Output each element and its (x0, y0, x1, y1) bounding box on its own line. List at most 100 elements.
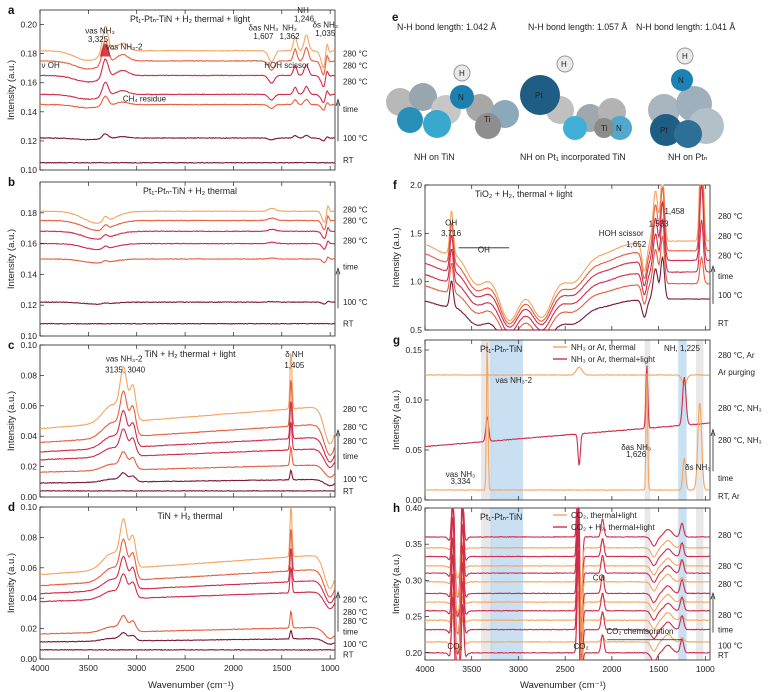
annotation-g-1: νas NH₃-2 (495, 376, 532, 385)
series-c-5 (40, 469, 335, 487)
annotation-a-5: δas NH₃ (248, 23, 278, 32)
annotation-a-11: δs NH₃ (313, 20, 339, 29)
annotation-a-10: 1,246 (294, 15, 315, 24)
right-label-f-1: 280 °C (718, 232, 743, 241)
series-f-2 (424, 184, 711, 328)
plot-frame-d (39, 506, 336, 660)
right-label-f-3: time (718, 272, 734, 281)
series-b-1 (40, 214, 335, 232)
series-h-10 (424, 527, 710, 661)
series-d-1 (39, 529, 336, 598)
y-tick-label-d-0: 0.00 (20, 654, 37, 664)
right-label-c-0: 280 °C (343, 405, 368, 414)
right-label-g-2: 280 °C, NH₃ (718, 404, 762, 413)
y-tick-label-a-2: 0.14 (20, 107, 37, 117)
right-label-b-3: time (343, 263, 359, 272)
right-label-a-4: 100 °C (343, 134, 368, 143)
chart-a: 0.10 0.12 0.14 0.16 0.18 0.20 Intensity (a.u.)… (6, 5, 368, 175)
chart-g: 0.00 0.05 0.10 0.15 Intensity (a.u.) g Pt₁-Ptₙ… (391, 335, 762, 505)
series-h-6 (425, 506, 711, 661)
time-arrowhead-h (710, 591, 716, 600)
atom-label-7: Ti (601, 124, 608, 133)
y-tick-label-b-1: 0.12 (20, 300, 37, 310)
y-tick-label-d-1: 0.02 (20, 624, 37, 634)
y-tick-label-a-3: 0.16 (20, 78, 37, 88)
x-axis-label-left: Wavenumber (cm⁻¹) (148, 680, 234, 691)
annotation-f-5: 1,533 (649, 220, 670, 229)
caption-nh-on-ptn: NH on Ptₙ (668, 152, 708, 162)
right-label-f-4: 100 °C (718, 291, 743, 300)
right-label-a-2: 280 °C (343, 77, 368, 86)
series-f-1 (424, 184, 710, 325)
right-label-f-2: 280 °C (718, 252, 743, 261)
chart-title-c: TiN + H₂ thermal + light (144, 349, 236, 359)
y-tick-label-d-5: 0.10 (20, 502, 37, 512)
annotation-a-9: NH (297, 6, 309, 15)
right-label-g-4: time (718, 474, 734, 483)
annotation-a-13: HOH scissor (264, 61, 309, 70)
right-label-g-1: Ar purging (718, 368, 755, 377)
y-tick-label-a-1: 0.12 (20, 136, 37, 146)
annotation-a-0: νas NH₃ (85, 26, 114, 35)
series-g-2 (424, 342, 710, 491)
atom-label-5: Pt (535, 91, 543, 100)
series-h-2 (424, 507, 711, 659)
right-label-c-4: 100 °C (343, 475, 368, 484)
caption-nh-on-tin: NH on TiN (414, 152, 455, 162)
atom-label-6: N (616, 124, 622, 133)
series-h-11 (424, 590, 711, 661)
chart-title-g: Pt₁-Ptₙ-TiN (480, 344, 522, 354)
panel-label-c: c (8, 340, 15, 352)
right-label-f-0: 280 °C (718, 212, 743, 221)
right-label-b-4: 100 °C (343, 298, 368, 307)
chart-b: 0.10 0.12 0.14 0.16 0.18 Intensity (a.u.) b Pt₁… (6, 177, 368, 341)
y-tick-label-c-2: 0.04 (20, 431, 37, 441)
series-a-2 (40, 58, 335, 88)
y-tick-label-a-4: 0.18 (20, 49, 37, 59)
y-tick-label-h-1: 0.25 (405, 612, 422, 622)
time-arrowhead-g (710, 428, 716, 437)
right-label-c-5: RT (343, 487, 354, 496)
y-tick-label-g-2: 0.10 (405, 395, 422, 405)
series-h-1 (425, 507, 710, 599)
y-tick-label-g-1: 0.05 (405, 445, 422, 455)
annotation-h-3: CO₂ (573, 642, 588, 651)
annotation-a-3: ν OH (42, 61, 60, 70)
annotation-a-8: 1,362 (280, 32, 301, 41)
chart-c: 0.00 0.02 0.04 0.06 0.08 0.10 Intensity (a.u.)… (6, 340, 368, 502)
legend-label-h-0: CO₂, thermal+light (571, 511, 637, 520)
series-h-9 (424, 569, 711, 661)
plot-frame-a (39, 9, 336, 171)
plot-frame-c (39, 344, 336, 498)
x-tick-label-h-0: 4000 (416, 664, 435, 674)
x-tick-label-h-3: 2500 (556, 664, 575, 674)
atom-label-8: H (682, 52, 688, 61)
band-h-3 (678, 508, 687, 660)
time-arrowhead-c (335, 428, 341, 437)
series-f-4 (425, 234, 710, 331)
y-tick-label-b-3: 0.16 (20, 239, 37, 249)
right-label-h-0: 280 °C (718, 531, 743, 540)
y-tick-label-f-3: 2.0 (410, 180, 422, 190)
y-axis-label-c: Intensity (a.u.) (6, 391, 17, 451)
right-label-g-3: 280 °C, NH₃ (718, 436, 762, 445)
time-arrowhead-b (335, 266, 341, 275)
y-tick-label-h-2: 0.30 (405, 575, 422, 585)
series-a-1 (39, 40, 336, 76)
y-axis-label-f: Intensity (a.u.) (391, 227, 402, 287)
panel-label-b: b (8, 177, 15, 189)
right-label-h-1: 280 °C (718, 562, 743, 571)
right-label-d-2: 280 °C (343, 617, 368, 626)
legend-label-g-1: NH₃ or Ar, thermal+light (571, 355, 656, 364)
right-label-b-1: 280 °C (343, 217, 368, 226)
caption-nh-on-pt1-tin: NH on Pt₁ incorporated TiN (520, 152, 626, 162)
band-g-4 (695, 340, 704, 500)
atom-label-10: Pt (660, 126, 668, 135)
x-tick-label-h-2: 3000 (509, 664, 528, 674)
annotation-f-6: 1,458 (664, 207, 685, 216)
chart-title-a: Pt₁-Ptₙ-TiN + H₂ thermal + light (130, 14, 251, 24)
annotation-f-2: OH (478, 246, 490, 255)
series-b-4 (39, 256, 335, 264)
bond-length-3: N-H bond length: 1.041 Å (636, 22, 735, 32)
right-label-b-2: 280 °C (343, 237, 368, 246)
